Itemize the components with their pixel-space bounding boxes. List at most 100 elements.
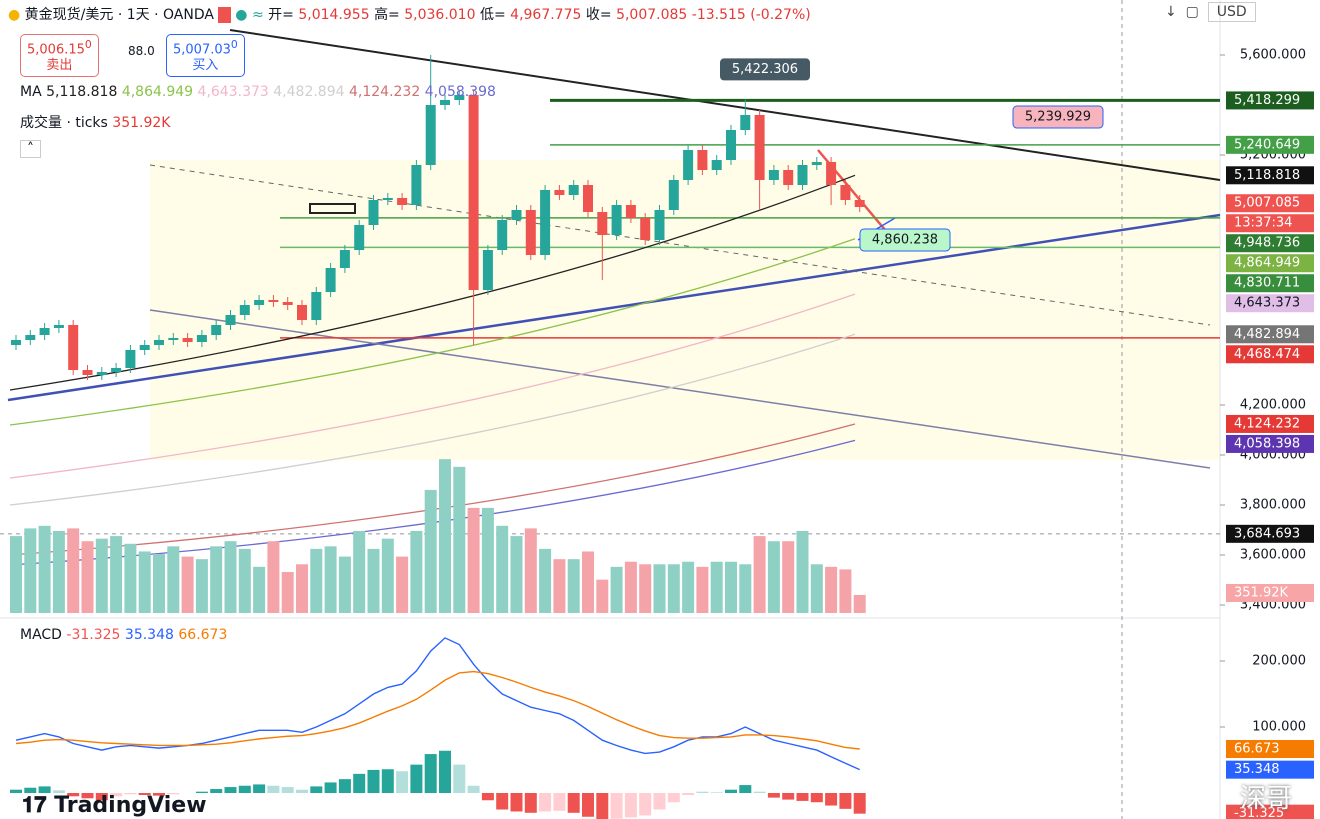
- macd-bar: [95, 793, 108, 801]
- volume-bar: [224, 541, 237, 613]
- callout-label: 4,860.238: [872, 232, 938, 247]
- candle-body: [268, 300, 279, 302]
- price-badge: [1226, 739, 1314, 758]
- ohlc-label: 高=: [374, 7, 400, 23]
- candle-body: [440, 100, 450, 105]
- shaded-zone: [150, 160, 1220, 460]
- macd-bar: [24, 787, 37, 793]
- volume-bar: [95, 538, 108, 613]
- buy-button[interactable]: 5,007.030 买入: [166, 34, 245, 78]
- price-badge: [1226, 166, 1314, 185]
- price-badge: [1226, 760, 1314, 779]
- macd-bar: [424, 754, 437, 793]
- macd-bar: [81, 793, 94, 799]
- candle-body: [339, 250, 350, 268]
- volume-bar: [596, 579, 609, 613]
- volume-bar: [524, 528, 537, 613]
- volume-bar: [653, 564, 666, 613]
- macd-bar: [696, 791, 709, 793]
- volume-bar: [181, 556, 194, 613]
- toolbar[interactable]: ↓ ▢ USD: [1165, 2, 1256, 22]
- candle-body: [697, 150, 708, 170]
- sell-price: 5,006.15: [27, 42, 85, 58]
- candle-body: [53, 325, 64, 328]
- price-badge-label: 5,118.818: [1234, 168, 1300, 183]
- candle-body: [640, 218, 651, 240]
- macd-label: MACD: [20, 627, 62, 643]
- candle-body: [397, 198, 408, 205]
- macd-bar: [267, 785, 280, 793]
- trendline: [7, 213, 1221, 402]
- candle-body: [711, 160, 722, 170]
- price-badge-label: 4,643.373: [1234, 296, 1300, 311]
- volume-bar: [725, 561, 737, 613]
- macd-bar: [839, 793, 852, 809]
- macd-bar: [739, 785, 752, 793]
- volume-bar: [639, 564, 652, 613]
- macd-bar: [810, 793, 823, 803]
- price-badge: [1226, 254, 1314, 273]
- price-badge-label: 5,007.085: [1234, 196, 1300, 211]
- volume-bar: [753, 536, 766, 613]
- ohlc-label: 收=: [585, 7, 612, 23]
- candle-body: [411, 165, 422, 205]
- macd-bar: [710, 792, 723, 793]
- collapse-button[interactable]: ˄: [20, 140, 41, 158]
- candle-body: [797, 165, 808, 185]
- price-badge-label: 4,468.474: [1234, 347, 1300, 362]
- candle-body: [11, 340, 21, 345]
- candle-body: [754, 115, 765, 180]
- volume-bar: [210, 546, 223, 613]
- candle-body: [154, 340, 164, 345]
- sell-button[interactable]: 5,006.150 卖出: [20, 34, 99, 78]
- volume-bar: [839, 569, 852, 613]
- candle-body: [654, 210, 665, 240]
- macd-bar: [253, 784, 266, 793]
- macd-bar: [296, 789, 308, 793]
- volume-bar: [767, 541, 780, 613]
- candle-body: [196, 335, 207, 342]
- volume-bar: [553, 559, 566, 613]
- macd-bar: [782, 793, 795, 800]
- price-badge: [1226, 524, 1314, 543]
- candle-body: [683, 150, 694, 180]
- candle-body: [96, 372, 107, 375]
- ma-line: [9, 174, 856, 391]
- macd-bar: [439, 750, 451, 793]
- volume-bar: [825, 566, 838, 613]
- macd-value: -31.325: [66, 627, 121, 643]
- macd-bar: [324, 782, 337, 793]
- ma-line: [9, 333, 856, 506]
- volume-bar: [267, 541, 280, 613]
- candle-body: [740, 115, 751, 130]
- macd-bar: [610, 793, 623, 819]
- callout-box: [859, 228, 951, 252]
- volume-bar: [853, 594, 866, 613]
- candle-body: [583, 185, 593, 212]
- ma-legend: MA 5,118.818 4,864.949 4,643.373 4,482.8…: [20, 84, 496, 100]
- volume-bar: [510, 536, 523, 613]
- candle-body: [497, 220, 508, 250]
- macd-bar: [238, 785, 251, 793]
- candle-body: [211, 325, 222, 335]
- marker-box: [309, 203, 356, 214]
- macd-bar: [767, 793, 780, 798]
- volume-bar: [81, 541, 94, 613]
- ohlc-label: 开=: [268, 7, 294, 23]
- price-badge-label: 4,830.711: [1234, 276, 1300, 291]
- macd-bar: [195, 791, 208, 793]
- volume-bar: [338, 556, 351, 613]
- callout-box: [1012, 105, 1104, 129]
- volume-bar: [238, 548, 251, 613]
- candle-body: [168, 338, 179, 340]
- price-badge: [1226, 274, 1314, 293]
- candle-body: [425, 105, 436, 165]
- change: -13.515 (-0.27%): [691, 7, 811, 23]
- currency-select[interactable]: USD: [1207, 2, 1256, 22]
- volume-bar: [167, 546, 180, 613]
- candle-body: [282, 302, 293, 305]
- macd-bar: [725, 789, 737, 793]
- macd-bar: [667, 793, 680, 803]
